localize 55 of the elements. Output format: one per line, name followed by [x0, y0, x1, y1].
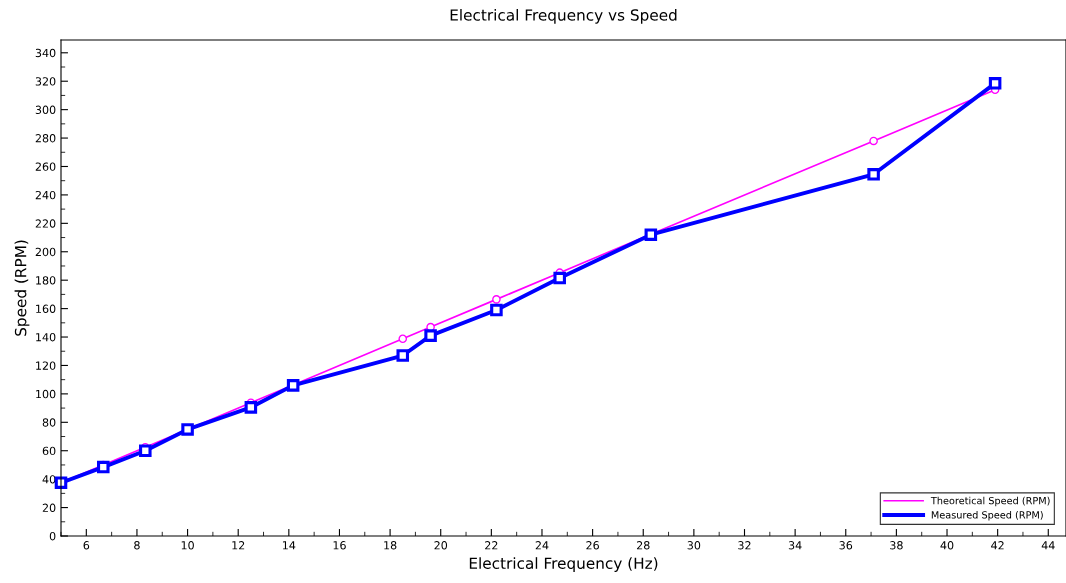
y-tick-label: 260 — [35, 162, 56, 171]
x-tick-label: 44 — [1041, 541, 1055, 550]
x-tick-label: 22 — [485, 541, 498, 550]
point — [490, 303, 503, 317]
x-tick-label: 42 — [991, 541, 1004, 550]
x-tick-label: 14 — [282, 541, 296, 550]
x-tick-label: 6 — [83, 541, 90, 550]
y-tick-label: 160 — [36, 304, 56, 313]
point — [988, 77, 1002, 90]
point — [396, 349, 410, 362]
point — [867, 168, 880, 181]
y-tick-label: 220 — [35, 219, 56, 228]
point — [424, 329, 437, 342]
y-tick-label: 140 — [36, 333, 56, 342]
x-tick-label: 40 — [940, 541, 954, 550]
x-tick-label: 8 — [134, 541, 140, 550]
point — [139, 444, 152, 458]
chart-title: Electrical Frequency vs Speed — [450, 8, 677, 24]
x-tick-label: 30 — [687, 541, 701, 550]
x-tick-label: 36 — [839, 541, 853, 550]
y-tick-label: 120 — [36, 361, 56, 370]
y-tick-label: 80 — [42, 418, 56, 427]
y-tick-label: 100 — [36, 389, 56, 399]
point — [553, 271, 566, 285]
x-axis-title: Electrical Frequency (Hz) — [469, 557, 658, 572]
y-tick-label: 280 — [35, 134, 56, 143]
x-tick-label: 34 — [788, 541, 802, 550]
point — [244, 401, 258, 414]
y-tick-label: 40 — [42, 475, 56, 484]
x-tick-label: 10 — [181, 541, 194, 550]
y-tick-label: 340 — [35, 48, 56, 58]
y-tick-label: 20 — [42, 503, 56, 512]
point — [869, 136, 878, 146]
x-tick-label: 18 — [384, 541, 397, 550]
y-tick-label: 320 — [35, 77, 56, 86]
x-tick-label: 20 — [434, 541, 448, 550]
x-tick-label: 28 — [636, 541, 650, 550]
y-tick-label: 300 — [35, 105, 56, 115]
legend-label: Theoretical Speed (RPM) — [930, 496, 1050, 507]
y-tick-label: 60 — [42, 446, 56, 456]
point — [96, 460, 110, 474]
x-tick-label: 12 — [232, 541, 245, 550]
y-tick-label: 200 — [35, 247, 56, 257]
x-tick-label: 26 — [586, 541, 599, 550]
x-tick-label: 16 — [333, 541, 346, 550]
legend-label: Measured Speed (RPM) — [931, 511, 1043, 521]
x-tick-label: 32 — [738, 541, 751, 550]
y-axis-title: Speed (RPM) — [14, 240, 30, 336]
point — [492, 295, 501, 304]
x-tick-label: 38 — [890, 541, 903, 550]
y-tick-label: 240 — [35, 190, 56, 200]
y-tick-label: 180 — [36, 276, 56, 285]
x-tick-label: 24 — [535, 541, 549, 550]
point — [398, 334, 408, 344]
y-tick-label: 0 — [49, 531, 56, 541]
